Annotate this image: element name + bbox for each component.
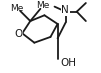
Text: OH: OH [61, 58, 77, 68]
Text: O: O [15, 29, 23, 39]
Text: Me: Me [10, 4, 23, 13]
Text: Me: Me [36, 1, 50, 10]
Text: N: N [61, 5, 69, 15]
